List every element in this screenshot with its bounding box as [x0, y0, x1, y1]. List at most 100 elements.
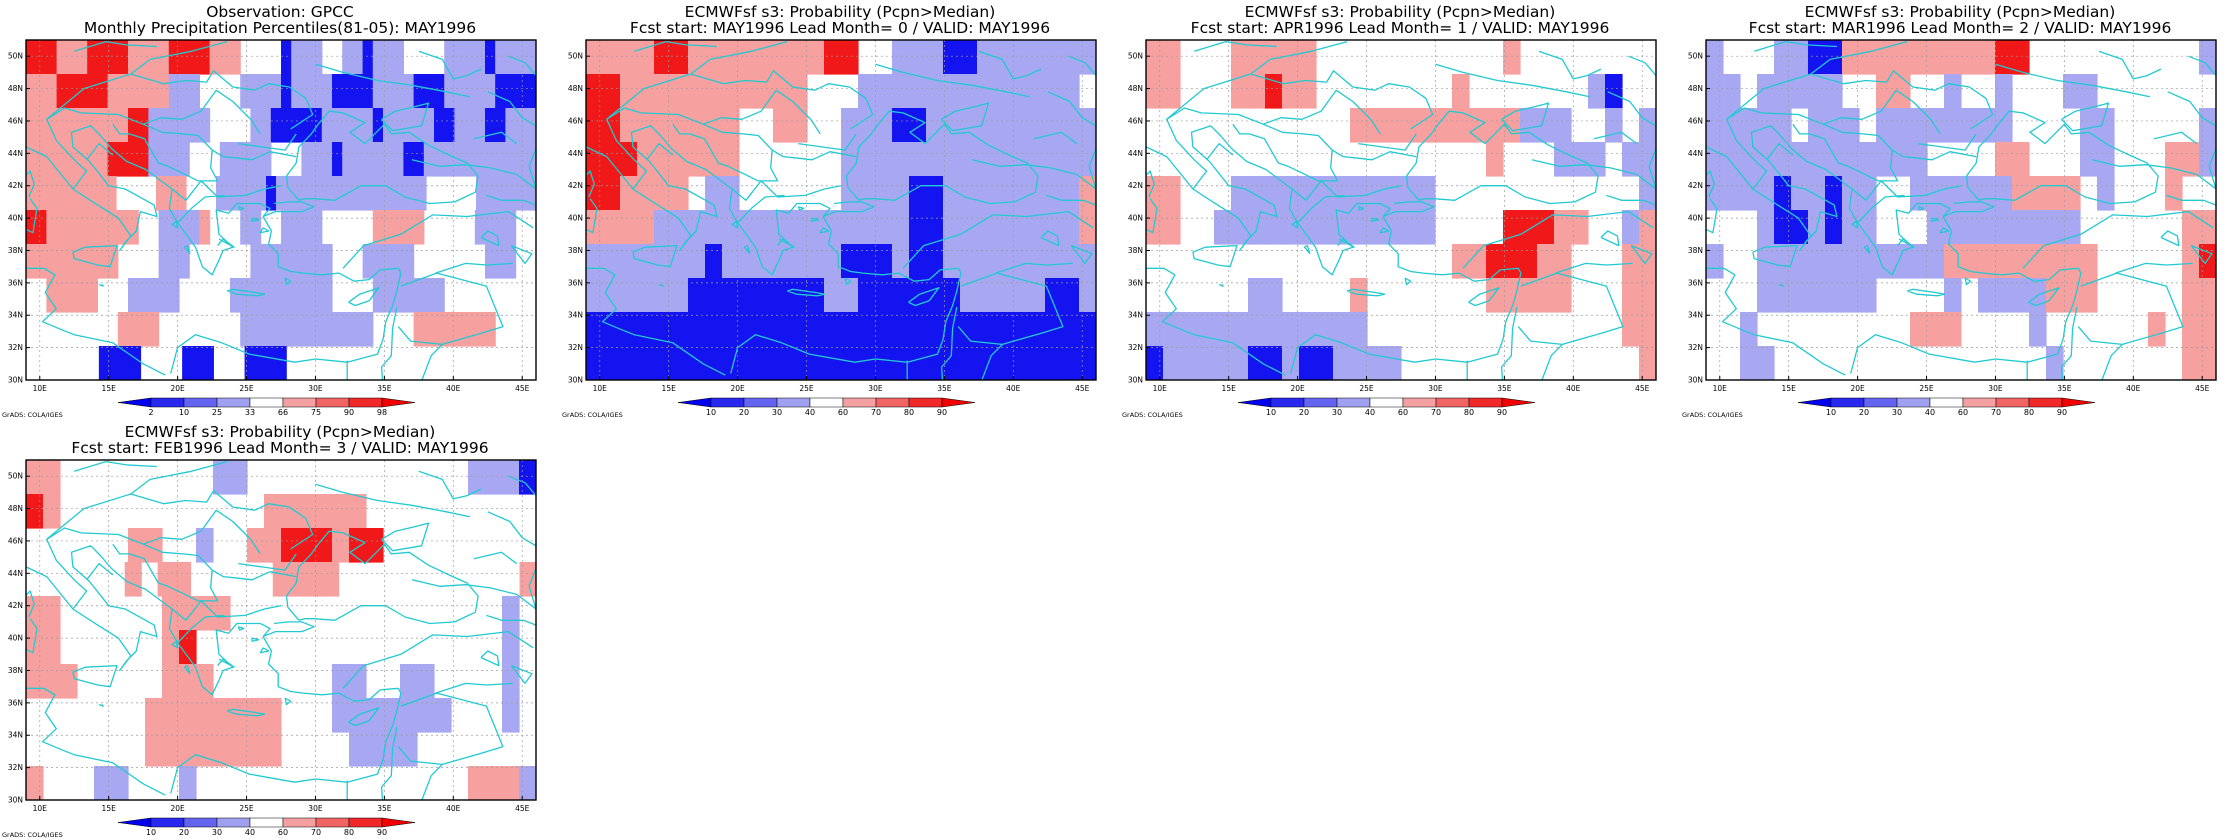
colorbar-label: 30 — [772, 408, 782, 417]
grid-cell — [444, 74, 455, 109]
grid-cell — [756, 210, 774, 245]
grid-cell — [260, 74, 272, 109]
lon-tick-label: 45E — [1075, 384, 1090, 393]
grid-cell — [1859, 210, 1877, 245]
grid-cell — [413, 312, 425, 347]
grid-cell — [1842, 244, 1860, 279]
grid-cell — [705, 142, 723, 177]
panel-title-line1: ECMWFsf s3: Probability (Pcpn>Median) — [1805, 3, 2116, 21]
grid-cell — [213, 596, 231, 631]
lat-tick-label: 50N — [568, 52, 583, 61]
grid-cell — [311, 40, 323, 75]
grid-cell — [1062, 346, 1080, 380]
grid-cell — [77, 108, 88, 143]
grid-cell — [276, 176, 287, 211]
grid-cell — [2080, 142, 2098, 177]
grid-cell — [298, 494, 316, 529]
grid-cell — [1723, 108, 1741, 143]
lat-tick-label: 40N — [1688, 214, 1703, 223]
grid-cell — [875, 346, 893, 380]
grid-cell — [2182, 312, 2200, 347]
grid-cell — [1554, 108, 1572, 143]
grid-cell — [926, 74, 944, 109]
grid-cell — [1791, 210, 1809, 245]
grid-cell — [179, 732, 197, 767]
grid-cell — [77, 210, 88, 245]
grid-cell — [2199, 108, 2216, 143]
grid-cell — [807, 346, 825, 380]
grid-cell — [383, 40, 394, 75]
grid-cell — [66, 40, 78, 75]
grid-cell — [909, 142, 927, 177]
grid-cell — [1859, 176, 1877, 211]
grid-cell — [1282, 40, 1300, 75]
grid-cell — [1774, 244, 1792, 279]
grid-cell — [586, 108, 604, 143]
grid-cell — [858, 108, 876, 143]
colorbar: 10 20 30 40 60 70 80 90 — [677, 397, 976, 417]
map-area — [1146, 40, 1656, 380]
map-panel-lead-3: ECMWFsf s3: Probability (Pcpn>Median) Fcs… — [0, 420, 560, 840]
colorbar-label: 80 — [904, 408, 914, 417]
grid-cell — [1537, 244, 1555, 279]
grid-cell — [892, 210, 910, 245]
grid-cell — [403, 244, 415, 279]
grid-cell — [1740, 312, 1758, 347]
grid-cell — [87, 142, 98, 177]
grid-cell — [168, 210, 180, 245]
grid-cell — [1028, 176, 1046, 211]
grid-cell — [352, 108, 364, 143]
grid-cell — [525, 142, 536, 177]
grid-cell — [77, 142, 88, 177]
grid-cell — [1062, 142, 1080, 177]
grid-cell — [362, 312, 374, 347]
grid-cell — [26, 210, 37, 245]
grid-cell — [349, 732, 367, 767]
grid-cell — [196, 698, 214, 733]
grid-cell — [892, 176, 910, 211]
grid-cell — [383, 244, 394, 279]
grid-cell — [1774, 74, 1792, 109]
grid-cell — [56, 142, 68, 177]
grid-cell — [1028, 244, 1046, 279]
lat-tick-label: 34N — [8, 311, 23, 320]
colorbar-label: 30 — [212, 828, 222, 837]
grid-cell — [2063, 176, 2081, 211]
grid-cell — [496, 176, 507, 211]
grid-cell — [199, 210, 211, 245]
grid-cell — [1062, 244, 1080, 279]
grid-cell — [773, 278, 791, 313]
colorbar-label: 90 — [344, 408, 354, 417]
grid-cell — [1927, 108, 1945, 143]
grid-cell — [2097, 142, 2115, 177]
grid-cell — [875, 142, 893, 177]
grid-cell — [1978, 176, 1996, 211]
grid-cell — [1197, 312, 1215, 347]
grid-cell — [892, 312, 910, 347]
grid-cell — [289, 562, 307, 597]
grid-cell — [620, 142, 638, 177]
grid-cell — [1588, 142, 1606, 177]
grid-cell — [352, 142, 364, 177]
lon-tick-label: 40E — [1566, 384, 1581, 393]
lon-tick-label: 25E — [1359, 384, 1374, 393]
grid-cell — [372, 108, 384, 143]
grid-cell — [209, 40, 221, 75]
lat-tick-label: 42N — [1128, 181, 1143, 190]
grid-cell — [1384, 176, 1402, 211]
grid-cell — [943, 142, 961, 177]
grid-cell — [311, 312, 323, 347]
grid-cell — [977, 210, 995, 245]
grid-cell — [342, 312, 353, 347]
colorbar-label: 70 — [1431, 408, 1441, 417]
grid-cell — [117, 40, 129, 75]
lon-tick-label: 35E — [1497, 384, 1512, 393]
grid-cell — [213, 732, 231, 767]
grid-cell — [773, 210, 791, 245]
grid-cell — [1978, 278, 1996, 313]
colorbar-label: 70 — [311, 828, 321, 837]
grid-cell — [977, 346, 995, 380]
grid-cell — [1028, 142, 1046, 177]
grid-cell — [790, 244, 808, 279]
grid-cell — [1367, 176, 1385, 211]
